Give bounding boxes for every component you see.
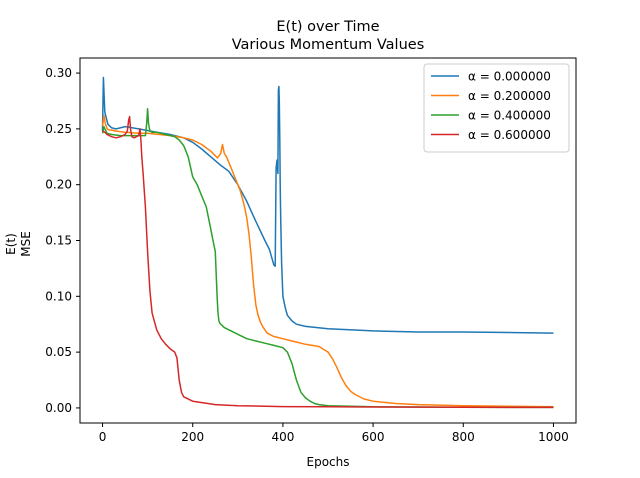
y-tick-label: 0.05 xyxy=(45,345,72,359)
plot-lines xyxy=(101,76,554,409)
x-tick-label: 0 xyxy=(99,430,107,444)
y-axis-label-line2: MSE xyxy=(19,231,33,257)
y-tick-label: 0.00 xyxy=(45,401,72,415)
legend-label-0: α = 0.000000 xyxy=(468,70,551,84)
x-tick-label: 200 xyxy=(181,430,204,444)
legend-label-1: α = 0.200000 xyxy=(468,89,551,103)
legend: α = 0.000000 α = 0.200000 α = 0.400000 α = … xyxy=(423,63,570,153)
x-tick-label: 400 xyxy=(271,430,294,444)
legend-frame xyxy=(423,63,570,153)
y-tick-label: 0.30 xyxy=(45,66,72,80)
y-tick-label: 0.10 xyxy=(45,289,72,303)
legend-label-2: α = 0.400000 xyxy=(468,109,551,123)
series-line-1 xyxy=(101,114,554,408)
x-tick-label: 800 xyxy=(452,430,475,444)
x-axis-ticks: 0 200 400 600 800 1000 xyxy=(99,423,569,444)
x-tick-label: 600 xyxy=(362,430,385,444)
y-tick-label: 0.20 xyxy=(45,178,72,192)
legend-label-3: α = 0.600000 xyxy=(468,128,551,142)
y-axis-ticks: 0.00 0.05 0.10 0.15 0.20 0.25 0.30 xyxy=(45,66,80,415)
y-tick-label: 0.25 xyxy=(45,122,72,136)
chart-title: E(t) over Time xyxy=(276,19,379,35)
x-tick-label: 1000 xyxy=(538,430,569,444)
y-tick-label: 0.15 xyxy=(45,234,72,248)
series-line-3 xyxy=(102,115,554,409)
x-axis-label: Epochs xyxy=(307,455,350,469)
y-axis-label-line1: E(t) xyxy=(4,233,18,255)
chart-subtitle: Various Momentum Values xyxy=(232,37,425,53)
series-line-2 xyxy=(101,108,554,409)
series-line-0 xyxy=(101,76,554,334)
